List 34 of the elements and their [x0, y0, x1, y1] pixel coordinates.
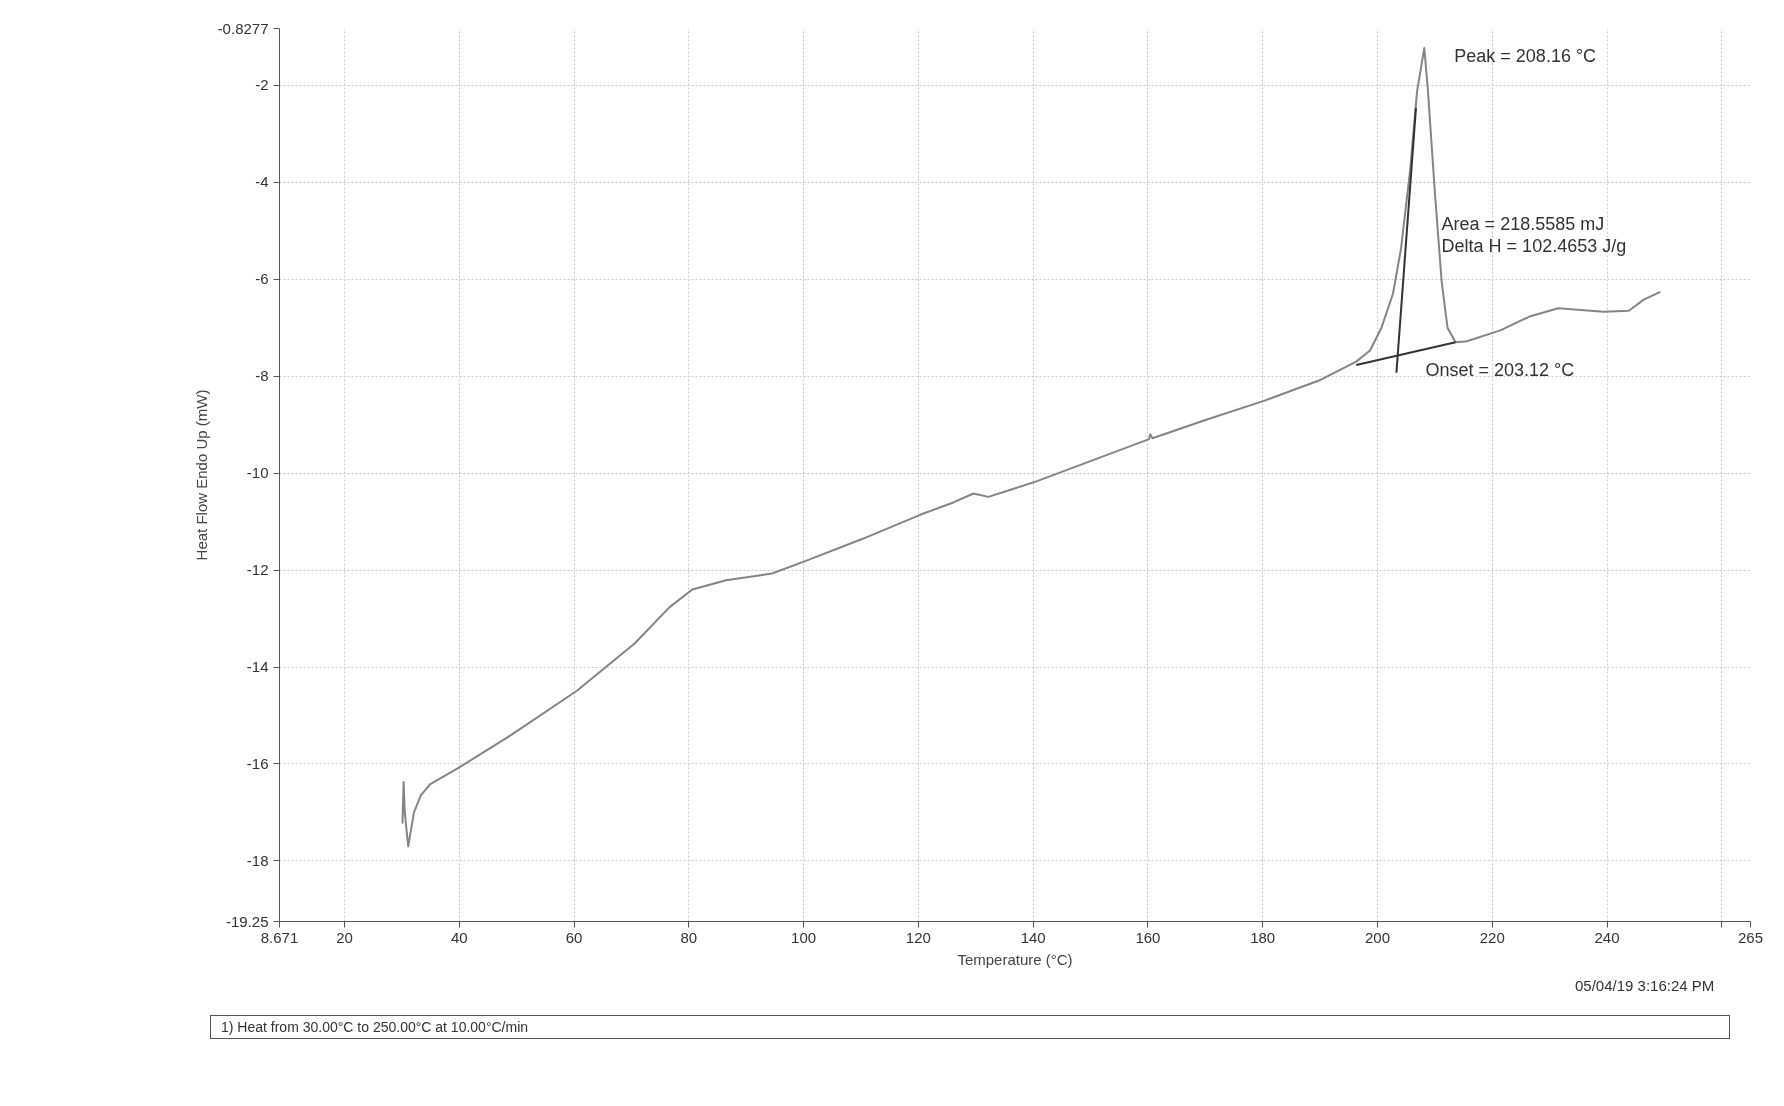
x-tick-label: 160 — [1135, 928, 1161, 946]
line-series — [401, 47, 1662, 848]
annotation: Area = 218.5585 mJ — [1441, 213, 1605, 234]
x-tick-label: 8.671 — [260, 928, 299, 946]
y-tick-label: -14 — [246, 658, 269, 676]
annotation: Peak = 208.16 °C — [1454, 46, 1597, 66]
text: 05/04/19 3:16:24 PM — [1575, 976, 1715, 996]
x-tick-label: 220 — [1479, 928, 1505, 946]
y-tick-label: -12 — [246, 561, 269, 579]
y-tick-label: -6 — [255, 270, 269, 288]
y-tick-label: -16 — [246, 754, 269, 772]
y-tick-label: -2 — [255, 76, 269, 94]
annotation: Onset = 203.12 °C — [1425, 359, 1575, 380]
x-tick-label: 120 — [905, 928, 931, 946]
y-tick-label: -19.25 — [225, 912, 269, 930]
x-tick-label: 100 — [791, 928, 817, 946]
x-tick-label: 240 — [1594, 928, 1620, 946]
text: 1) Heat from 30.00°C to 250.00°C at 10.00°C/min — [221, 1018, 529, 1037]
x-tick-label: 180 — [1250, 928, 1276, 946]
y-tick-label: -0.8277 — [217, 19, 269, 37]
y-tick-label: -18 — [246, 851, 269, 869]
x-tick-label: 20 — [336, 928, 353, 946]
y-tick-label: -4 — [255, 173, 269, 191]
x-tick-label: 265 — [1737, 928, 1764, 946]
x-tick-label: 140 — [1020, 928, 1046, 946]
x-tick-label: 80 — [680, 928, 698, 946]
y-tick-label: -8 — [255, 367, 269, 385]
x-tick-label: 40 — [450, 928, 468, 946]
x-tick-label: 200 — [1364, 928, 1390, 946]
annotation: Delta H = 102.4653 J/g — [1441, 236, 1627, 257]
y-axis-title: Heat Flow Endo Up (mW) — [192, 389, 210, 561]
y-tick-label: -10 — [246, 464, 269, 482]
x-axis-title: Temperature (°C) — [957, 950, 1073, 968]
x-tick-label: 60 — [565, 928, 583, 946]
